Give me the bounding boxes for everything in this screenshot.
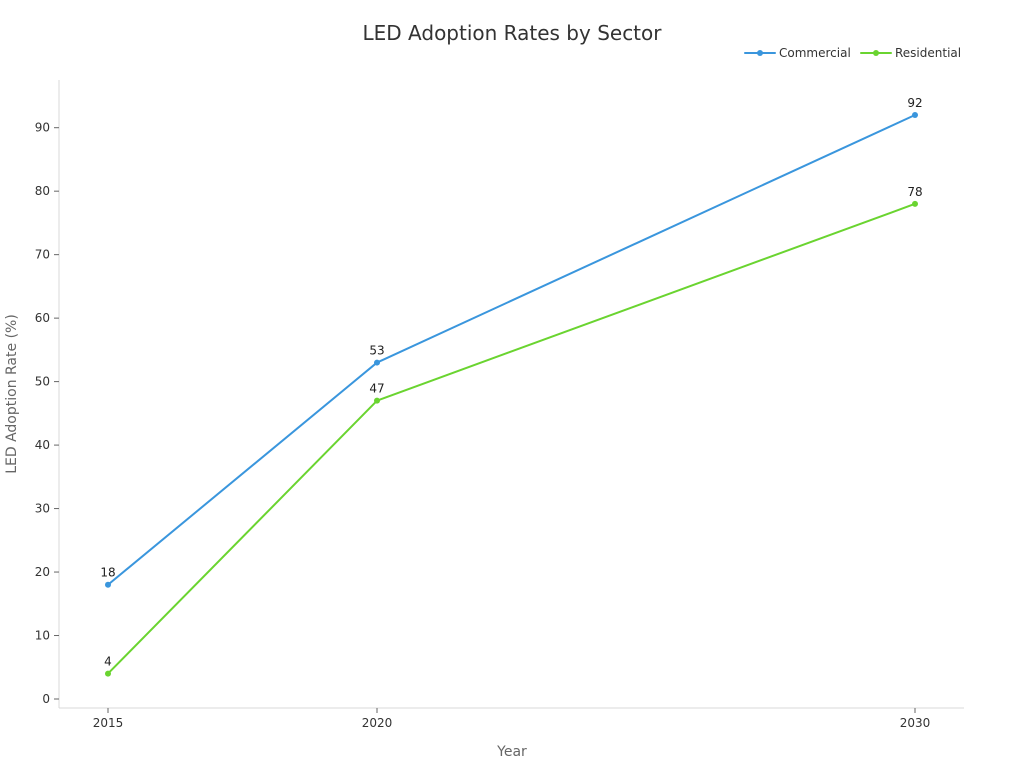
data-point-residential (105, 670, 111, 677)
data-label-residential: 47 (369, 382, 384, 396)
legend: Commercial Residential (744, 46, 961, 60)
series-line-commercial (107, 114, 916, 586)
data-label-residential: 4 (104, 655, 112, 669)
data-point-commercial (912, 112, 918, 118)
data-point-commercial (105, 581, 111, 588)
chart-title: LED Adoption Rates by Sector (363, 21, 663, 45)
x-tick-label: 2020 (362, 716, 393, 730)
data-label-commercial: 53 (369, 344, 384, 358)
x-tick-label: 2030 (900, 716, 931, 730)
series-layer: 18 53 92 4 47 78 (100, 96, 923, 677)
data-label-commercial: 18 (100, 566, 115, 580)
legend-label: Residential (895, 46, 961, 60)
y-tick-label: 40 (35, 438, 50, 452)
y-tick-label: 30 (35, 502, 50, 516)
y-tick-label: 80 (35, 184, 50, 198)
y-tick-label: 90 (35, 121, 50, 135)
y-tick-label: 0 (42, 692, 50, 706)
y-axis-ticks: 0 10 20 30 40 50 60 70 80 90 (35, 121, 59, 706)
x-tick-label: 2015 (93, 716, 124, 730)
x-axis-title: Year (496, 744, 527, 760)
data-point-residential (374, 397, 380, 404)
y-tick-label: 20 (35, 565, 50, 579)
data-point-commercial (374, 359, 380, 366)
data-point-residential (912, 200, 918, 207)
x-axis-ticks: 2015 2020 2030 (93, 708, 931, 730)
data-label-commercial: 92 (907, 96, 922, 110)
series-commercial: 18 53 92 (100, 96, 923, 588)
y-tick-label: 10 (35, 629, 50, 643)
y-tick-label: 50 (35, 375, 50, 389)
legend-item-commercial: Commercial (744, 46, 851, 60)
series-line-residential (107, 202, 916, 675)
legend-marker-dot (757, 50, 763, 56)
y-tick-label: 60 (35, 311, 50, 325)
y-tick-label: 70 (35, 248, 50, 262)
series-residential: 4 47 78 (104, 185, 923, 677)
legend-label: Commercial (779, 46, 851, 60)
legend-item-residential: Residential (860, 46, 961, 60)
legend-marker-dot (873, 50, 879, 56)
data-label-residential: 78 (907, 185, 922, 199)
y-axis-title: LED Adoption Rate (%) (4, 314, 20, 474)
